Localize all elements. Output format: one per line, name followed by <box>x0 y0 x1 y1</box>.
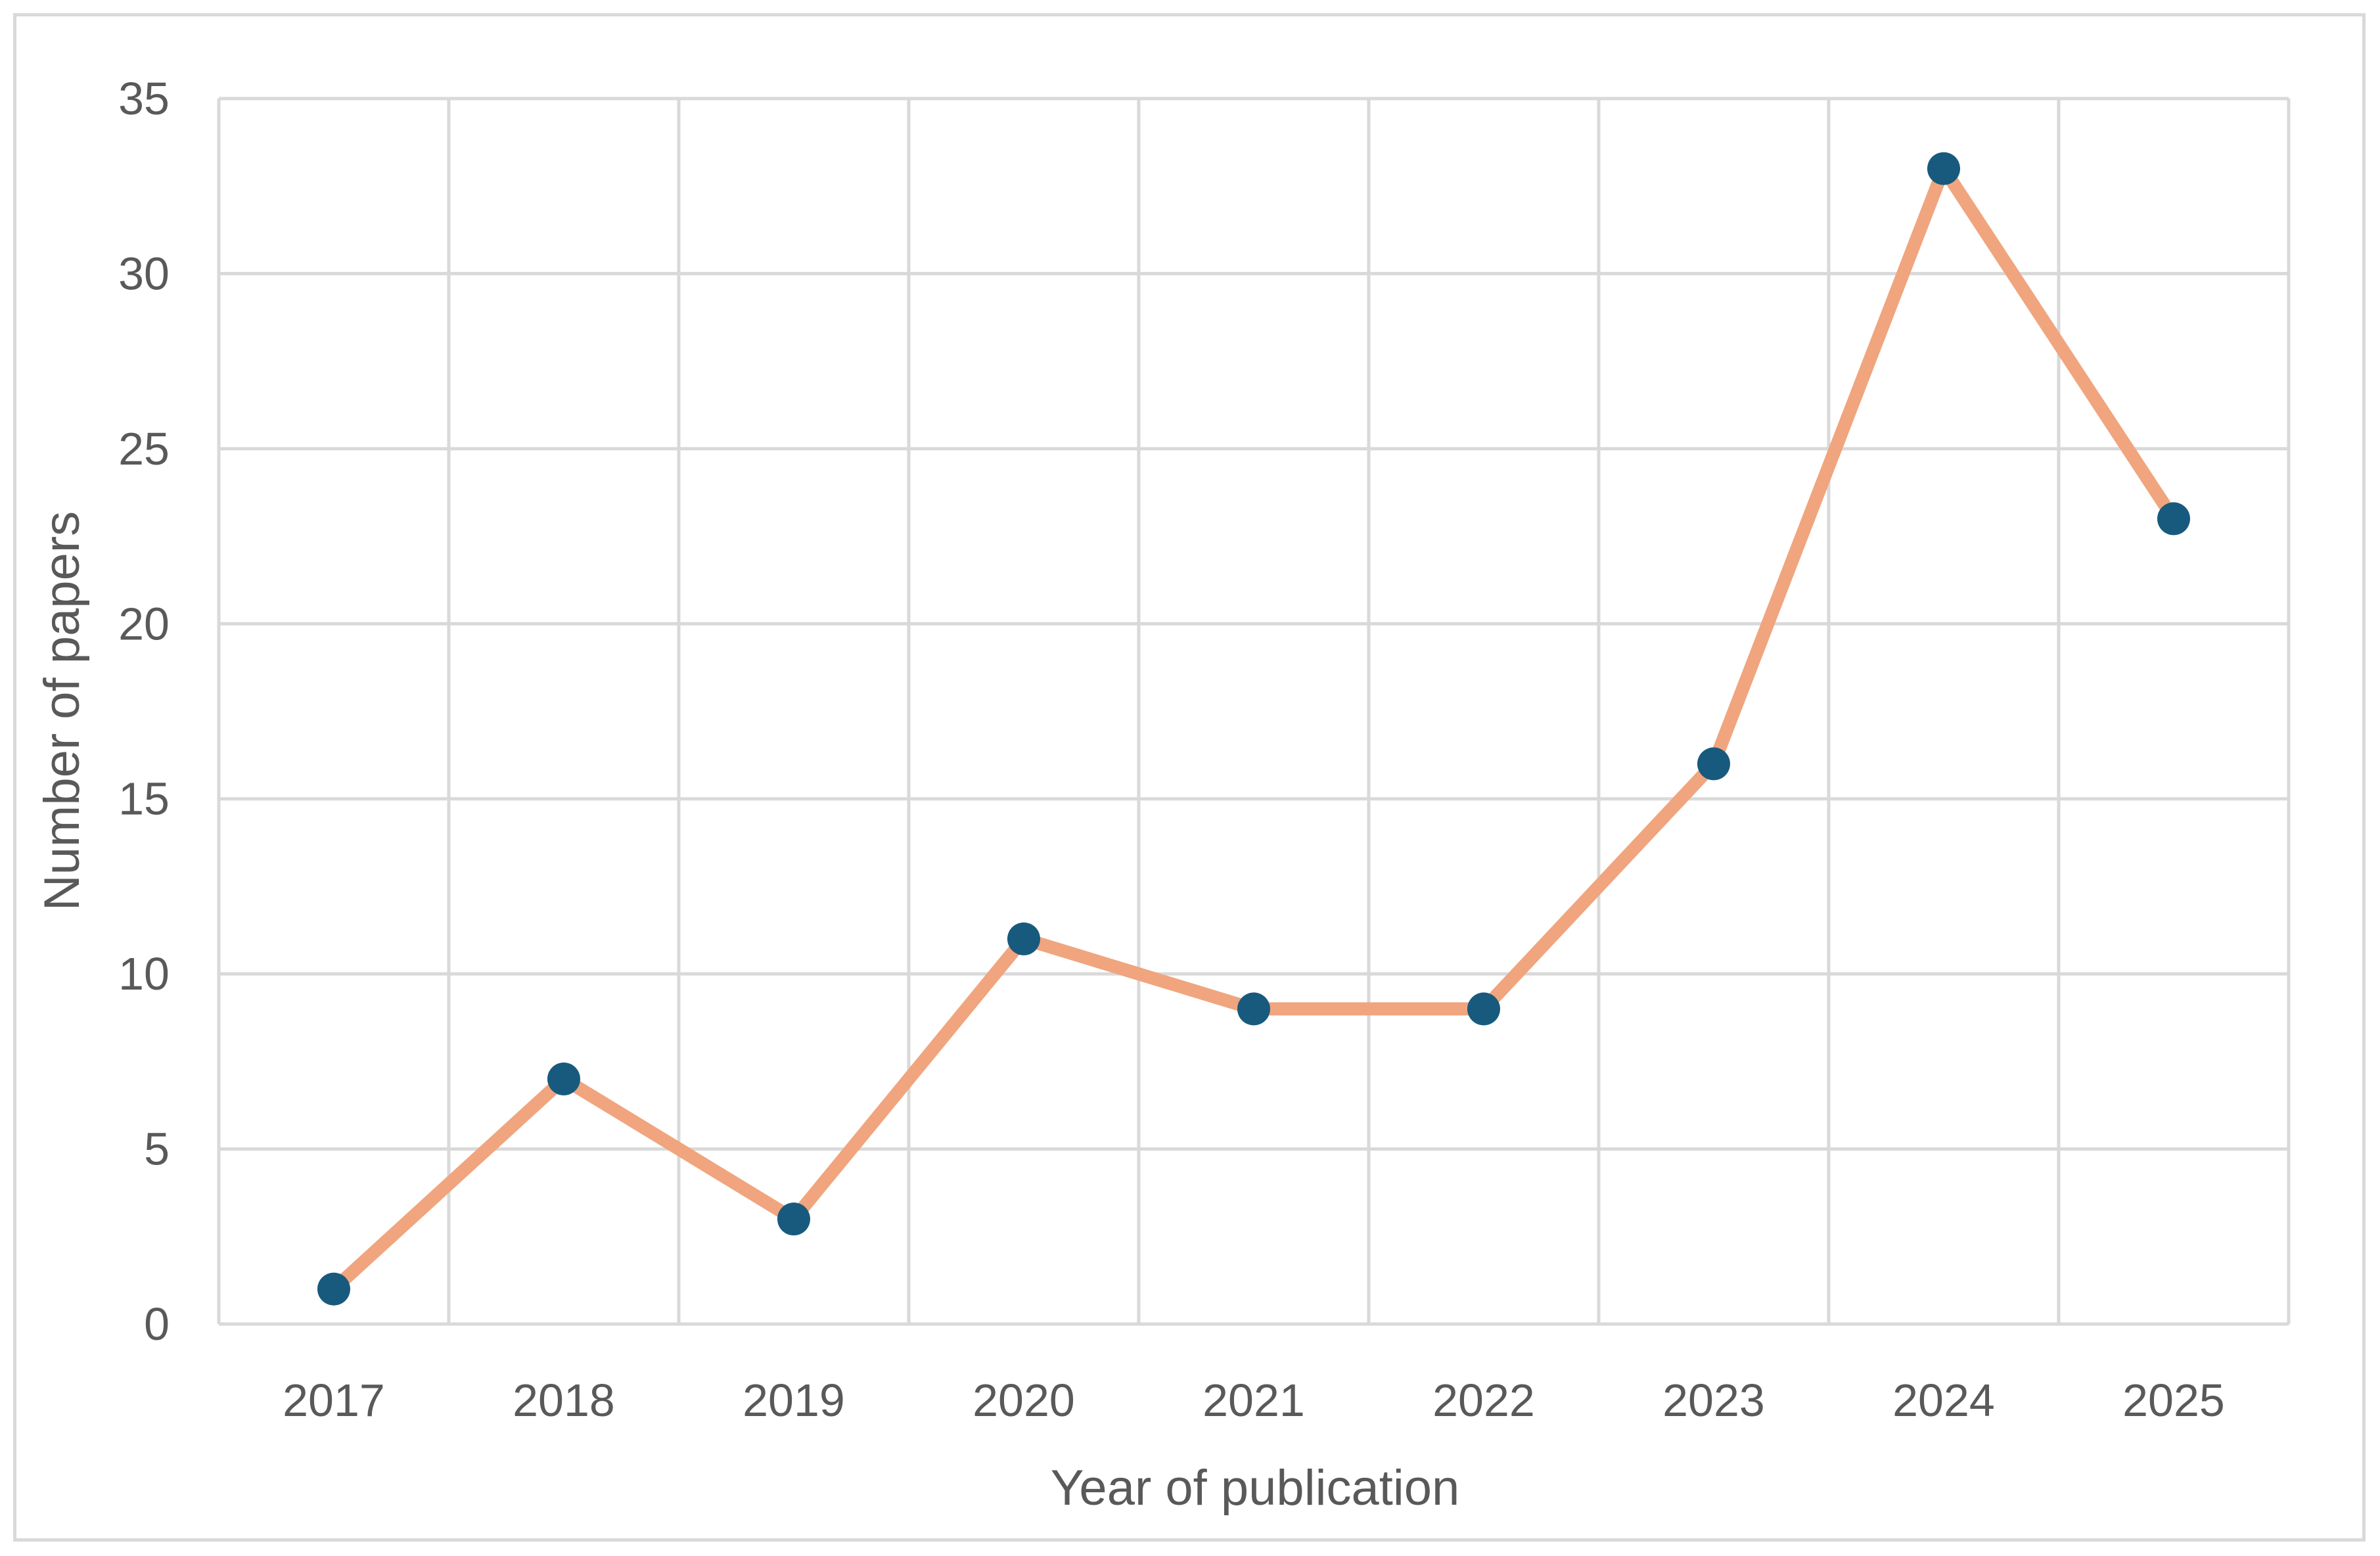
y-tick-label: 10 <box>118 948 170 999</box>
data-point <box>1467 992 1500 1026</box>
y-tick-label: 20 <box>118 598 170 649</box>
y-axis-title: Number of papers <box>34 511 90 911</box>
y-tick-label: 5 <box>144 1124 170 1175</box>
data-point <box>2157 502 2190 536</box>
x-tick-label: 2018 <box>513 1375 615 1426</box>
y-tick-label: 0 <box>144 1298 170 1350</box>
x-tick-labels: 2017 2018 2019 2020 2021 2022 2023 2024 2025 <box>283 1375 2225 1426</box>
data-point <box>1697 747 1730 781</box>
x-tick-label: 2020 <box>973 1375 1075 1426</box>
series-line-layer <box>327 162 2180 1296</box>
x-tick-label: 2023 <box>1662 1375 1765 1426</box>
y-tick-label: 15 <box>118 773 170 825</box>
x-axis-title: Year of publication <box>1051 1460 1460 1516</box>
chart-frame <box>13 13 2366 1542</box>
data-point <box>777 1202 810 1236</box>
data-point <box>1927 152 1960 185</box>
x-tick-label: 2024 <box>1892 1375 1995 1426</box>
markers <box>317 152 2190 1306</box>
data-point <box>547 1063 580 1095</box>
x-tick-label: 2022 <box>1432 1375 1535 1426</box>
y-tick-label: 25 <box>118 423 170 474</box>
x-tick-label: 2017 <box>283 1375 385 1426</box>
data-point <box>317 1272 350 1306</box>
y-tick-labels: 0 5 10 15 20 25 30 35 <box>118 73 170 1350</box>
y-tick-label: 35 <box>118 73 170 124</box>
x-tick-label: 2021 <box>1202 1375 1305 1426</box>
gridlines <box>217 97 2291 1326</box>
data-point <box>1237 992 1270 1026</box>
data-point <box>1007 922 1040 955</box>
series-line <box>327 162 2180 1296</box>
x-tick-label: 2019 <box>743 1375 845 1426</box>
y-tick-label: 30 <box>118 248 170 299</box>
x-tick-label: 2025 <box>2122 1375 2225 1426</box>
